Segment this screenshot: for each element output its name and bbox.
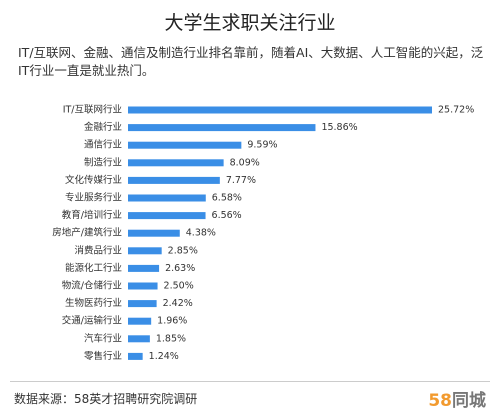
bar <box>128 176 220 184</box>
value-label: 6.58% <box>212 193 242 204</box>
category-label: 通信行业 <box>84 139 122 151</box>
bar <box>128 159 224 167</box>
bar <box>128 264 160 272</box>
category-label: 专业服务行业 <box>65 192 122 204</box>
bar <box>128 300 157 308</box>
chart-subtitle: IT/互联网、金融、通信及制造行业排名靠前，随着AI、大数据、人工智能的兴起，泛… <box>18 45 484 78</box>
divider <box>10 381 490 382</box>
value-label: 2.63% <box>165 263 195 274</box>
logo-number: 58 <box>428 391 452 411</box>
value-label: 1.24% <box>149 351 179 362</box>
value-label: 1.85% <box>156 333 186 344</box>
bar <box>128 124 316 132</box>
value-label: 15.86% <box>321 122 357 133</box>
bar <box>128 247 162 255</box>
value-label: 2.85% <box>168 245 198 256</box>
category-label: 消费品行业 <box>74 244 122 256</box>
bar <box>128 141 242 149</box>
category-label: 交通/运输行业 <box>62 315 122 327</box>
category-label: 零售行业 <box>84 350 122 362</box>
category-label: 制造行业 <box>84 156 122 168</box>
bar <box>128 106 432 114</box>
category-label: IT/互联网行业 <box>63 104 122 116</box>
value-label: 8.09% <box>230 157 260 168</box>
value-label: 2.50% <box>164 281 194 292</box>
bar <box>128 282 158 290</box>
value-label: 2.42% <box>163 298 193 309</box>
value-label: 7.77% <box>226 175 256 186</box>
source-note: 数据来源：58英才招聘研究院调研 <box>14 392 198 406</box>
category-label: 房地产/建筑行业 <box>52 227 122 239</box>
category-label: 能源化工行业 <box>65 262 122 274</box>
value-label: 25.72% <box>438 105 474 116</box>
value-label: 9.59% <box>247 140 277 151</box>
bar <box>128 194 206 202</box>
chart-title: 大学生求职关注行业 <box>164 12 336 34</box>
value-label: 6.56% <box>212 210 242 221</box>
category-label: 汽车行业 <box>84 332 122 344</box>
bar <box>128 317 152 325</box>
category-label: 物流/仓储行业 <box>62 280 122 292</box>
category-label: 金融行业 <box>84 121 122 133</box>
category-label: 生物医药行业 <box>65 297 122 309</box>
value-label: 1.96% <box>157 316 187 327</box>
bar <box>128 229 180 237</box>
logo: 58同城 <box>428 386 486 411</box>
logo-text: 同城 <box>452 391 486 411</box>
category-label: 文化传媒行业 <box>65 174 122 186</box>
bar <box>128 335 150 343</box>
category-label: 教育/培训行业 <box>62 209 122 221</box>
bar <box>128 212 206 220</box>
value-label: 4.38% <box>186 228 216 239</box>
bar <box>128 352 143 360</box>
